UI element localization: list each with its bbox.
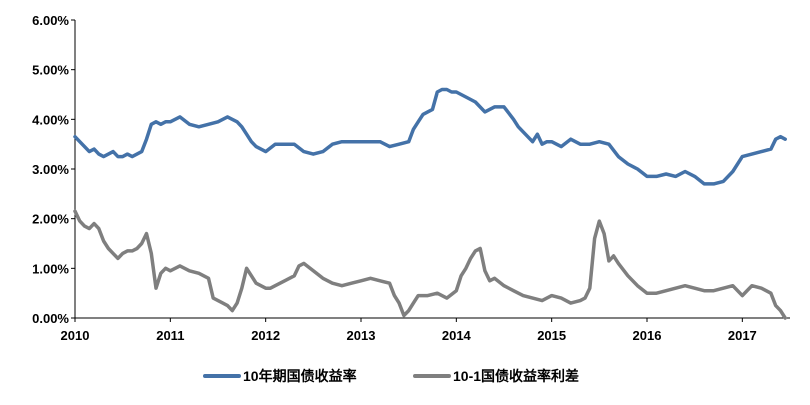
y-tick-labels: 0.00% 1.00% 2.00% 3.00% 4.00% 5.00% 6.00% (32, 13, 69, 326)
axes (71, 19, 790, 322)
y-tick-label: 3.00% (32, 162, 69, 177)
y-tick-label: 0.00% (32, 311, 69, 326)
legend-label: 10年期国债收益率 (243, 368, 357, 384)
y-tick-label: 4.00% (32, 112, 69, 127)
x-tick-labels: 2010 2011 2012 2013 2014 2015 2016 2017 (61, 328, 757, 343)
x-tick-label: 2011 (156, 328, 184, 343)
series-line-10-1-spread (73, 209, 787, 320)
x-tick-label: 2010 (61, 328, 90, 343)
x-tick-label: 2015 (537, 328, 566, 343)
x-tick-label: 2016 (633, 328, 662, 343)
y-tick-label: 1.00% (32, 261, 69, 276)
y-tick-label: 6.00% (32, 13, 69, 28)
y-tick-label: 2.00% (32, 212, 69, 227)
series-line-10y-yield (73, 87, 787, 186)
legend: 10年期国债收益率 10-1国债收益率利差 (203, 368, 579, 384)
x-tick-label: 2013 (347, 328, 376, 343)
x-tick-label: 2012 (251, 328, 280, 343)
x-tick-label: 2014 (442, 328, 472, 343)
series-lines (73, 87, 787, 320)
legend-label: 10-1国债收益率利差 (453, 368, 579, 384)
x-tick-label: 2017 (728, 328, 757, 343)
y-tick-label: 5.00% (32, 63, 69, 78)
